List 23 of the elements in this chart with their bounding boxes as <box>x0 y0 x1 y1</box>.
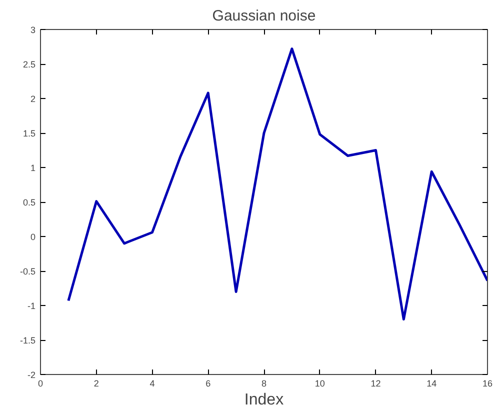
y-tick-label: -1.5 <box>20 336 36 346</box>
x-tick-label: 4 <box>150 378 155 388</box>
x-tick-label: 8 <box>261 378 267 388</box>
x-tick-label: 16 <box>482 378 493 388</box>
x-tick-label: 6 <box>206 378 211 388</box>
y-tick-label: -2 <box>28 370 36 380</box>
x-tick-label: 10 <box>314 378 325 388</box>
x-axis-title: Index <box>244 392 284 408</box>
line-series <box>67 48 488 321</box>
y-tick-label: 1 <box>30 163 36 173</box>
y-tick-label: 0.5 <box>22 198 36 208</box>
y-tick-label: 3 <box>30 25 36 35</box>
y-tick-label: 1.5 <box>22 128 36 138</box>
y-tick-label: 2.5 <box>22 60 36 70</box>
x-tick-label: 0 <box>38 378 44 388</box>
x-tick-label: 2 <box>94 378 99 388</box>
y-tick-label: 2 <box>30 94 36 104</box>
y-tick-label: -0.5 <box>20 266 36 276</box>
x-tick-label: 14 <box>426 378 437 388</box>
chart-title: Gaussian noise <box>212 8 316 24</box>
x-tick-label: 12 <box>370 378 381 388</box>
y-tick-label: 0 <box>30 232 36 242</box>
y-tick-label: -1 <box>28 301 36 311</box>
